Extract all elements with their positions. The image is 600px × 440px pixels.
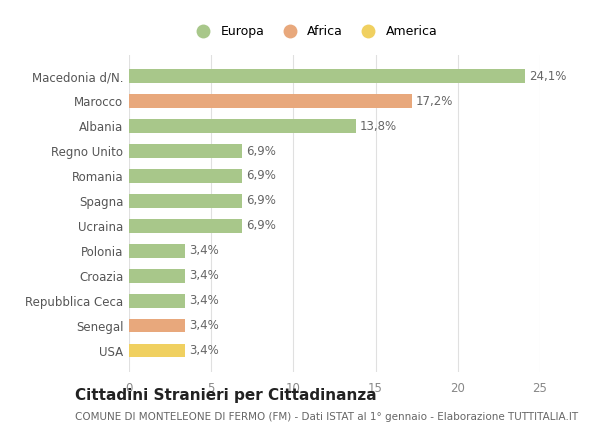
Text: 6,9%: 6,9%: [247, 220, 277, 232]
Bar: [129, 94, 412, 108]
Bar: [129, 194, 242, 208]
Text: Cittadini Stranieri per Cittadinanza: Cittadini Stranieri per Cittadinanza: [75, 389, 377, 403]
Text: 3,4%: 3,4%: [189, 344, 219, 357]
Text: 6,9%: 6,9%: [247, 194, 277, 207]
Text: 17,2%: 17,2%: [416, 95, 453, 108]
Bar: [129, 294, 185, 308]
Bar: [129, 169, 242, 183]
Text: 3,4%: 3,4%: [189, 269, 219, 282]
Bar: [129, 70, 525, 83]
Bar: [129, 319, 185, 333]
Text: 13,8%: 13,8%: [360, 120, 397, 132]
Text: 3,4%: 3,4%: [189, 244, 219, 257]
Legend: Europa, Africa, America: Europa, Africa, America: [186, 20, 442, 43]
Bar: [129, 119, 356, 133]
Bar: [129, 219, 242, 233]
Text: 6,9%: 6,9%: [247, 169, 277, 183]
Bar: [129, 269, 185, 282]
Bar: [129, 244, 185, 258]
Bar: [129, 144, 242, 158]
Text: 6,9%: 6,9%: [247, 145, 277, 158]
Text: 3,4%: 3,4%: [189, 319, 219, 332]
Text: COMUNE DI MONTELEONE DI FERMO (FM) - Dati ISTAT al 1° gennaio - Elaborazione TUT: COMUNE DI MONTELEONE DI FERMO (FM) - Dat…: [75, 412, 578, 422]
Text: 3,4%: 3,4%: [189, 294, 219, 307]
Bar: [129, 344, 185, 357]
Text: 24,1%: 24,1%: [529, 70, 566, 83]
